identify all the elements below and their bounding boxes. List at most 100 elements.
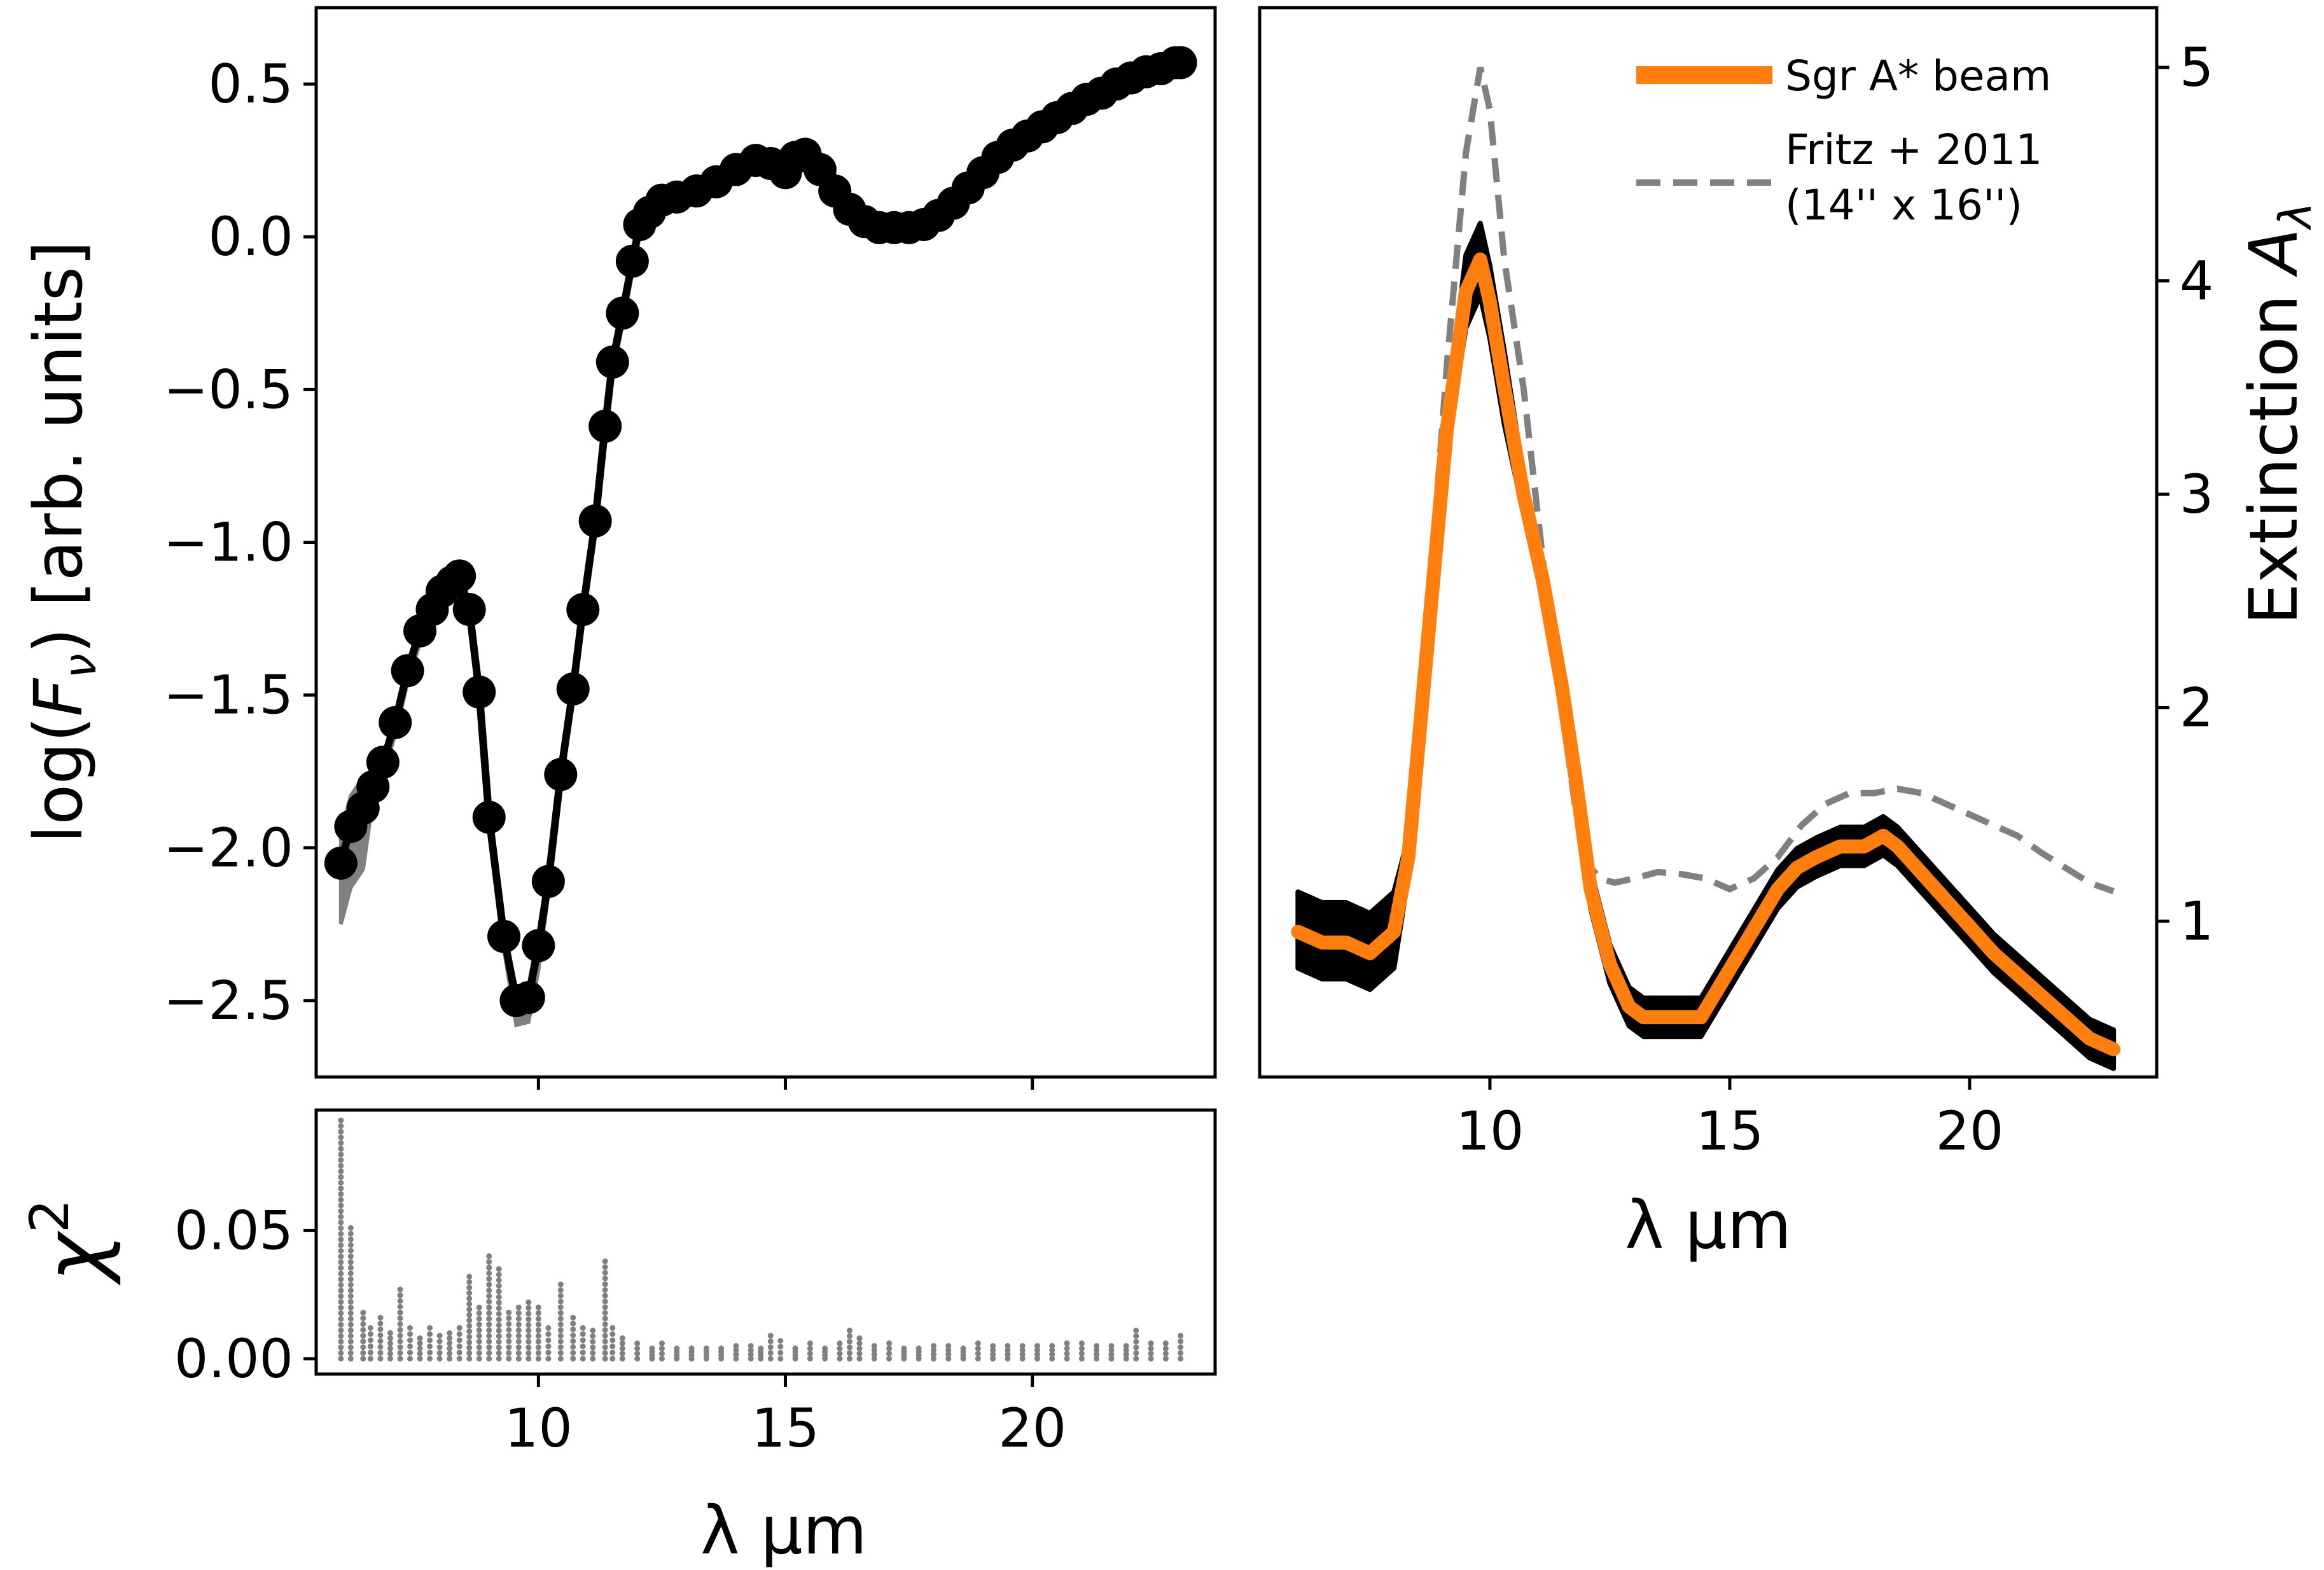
chi2-point <box>777 1338 784 1344</box>
chi2-point <box>1094 1351 1100 1358</box>
chi2-point <box>466 1317 473 1324</box>
flux-plot-area <box>324 46 1197 1028</box>
chi2-point <box>347 1338 354 1345</box>
chi2-point <box>486 1356 492 1362</box>
chi2-point <box>466 1328 473 1335</box>
chi2-point <box>447 1356 453 1362</box>
chi2-point <box>466 1345 473 1351</box>
chi2-point <box>1005 1347 1011 1353</box>
chi2-point <box>837 1351 843 1357</box>
chi2-point <box>486 1265 492 1271</box>
chi2-point <box>506 1309 512 1316</box>
chi2-point <box>1148 1345 1154 1352</box>
chi2-point <box>496 1305 502 1312</box>
chi2-point <box>609 1356 616 1362</box>
chi2-point <box>360 1356 366 1362</box>
chi2-point <box>846 1356 852 1362</box>
chi2-point <box>347 1236 354 1242</box>
flux-y-label-sub: ν <box>54 654 106 679</box>
flux-point <box>443 559 477 593</box>
chi2-point <box>590 1338 596 1345</box>
chi2-point <box>602 1356 608 1362</box>
chi2-point <box>338 1179 344 1186</box>
extinction-x-tick-label: 20 <box>1935 1100 2003 1162</box>
chi2-point <box>1094 1343 1100 1349</box>
chi2-point <box>496 1277 502 1283</box>
chi2-point <box>407 1337 414 1344</box>
chi2-point <box>347 1304 354 1310</box>
chi2-point <box>1123 1351 1129 1358</box>
flux-panel: −2.5 −2.0 −1.5 −1.0 −0.5 0.0 0.5 log(Fν) [arb.… <box>20 6 1217 1090</box>
chi2-point <box>658 1345 665 1352</box>
chi2-point <box>347 1298 354 1305</box>
chi2-point <box>545 1324 552 1331</box>
chi2-point <box>427 1324 433 1331</box>
chi2-point <box>447 1351 453 1357</box>
chi2-point <box>837 1345 843 1352</box>
chi2-point <box>807 1356 813 1362</box>
chi2-x-label: λ µm <box>700 1492 867 1569</box>
chi2-point <box>436 1333 443 1339</box>
flux-point <box>379 705 412 739</box>
chi2-point <box>338 1134 344 1141</box>
chi2-point <box>338 1191 344 1197</box>
flux-point <box>522 929 555 962</box>
chi2-point <box>570 1314 576 1321</box>
chi2-point <box>367 1343 373 1349</box>
chi2-point <box>338 1310 344 1316</box>
extinction-y-label-sub: λ <box>2269 202 2321 231</box>
chi2-point <box>1064 1351 1070 1357</box>
chi2-point <box>506 1338 512 1345</box>
chi2-point <box>535 1333 541 1339</box>
chi2-point <box>338 1265 344 1271</box>
chi2-point <box>397 1338 403 1345</box>
flux-line <box>337 59 1181 1004</box>
chi2-point <box>417 1335 423 1342</box>
extinction-x-label: λ µm <box>1625 1186 1792 1264</box>
chi2-point <box>506 1356 512 1362</box>
chi2-point <box>846 1328 852 1334</box>
chi2-x-tick-label: 10 <box>504 1397 573 1459</box>
chi2-point <box>496 1266 502 1272</box>
chi2-point <box>767 1333 774 1339</box>
chi2-point <box>347 1350 354 1356</box>
chi2-point <box>338 1288 344 1294</box>
chi2-point <box>1005 1351 1011 1358</box>
chi2-point <box>417 1351 423 1357</box>
chi2-point <box>377 1338 384 1344</box>
chi2-point <box>447 1340 453 1347</box>
chi2-point <box>733 1347 739 1353</box>
chi2-point <box>466 1350 473 1356</box>
chi2-point <box>570 1321 576 1327</box>
flux-point <box>595 345 629 379</box>
chi2-point <box>496 1300 502 1306</box>
chi2-point <box>387 1351 393 1357</box>
chi2-point <box>609 1331 616 1337</box>
chi2-point <box>397 1350 403 1356</box>
chi2-point <box>545 1343 552 1349</box>
chi2-point <box>387 1340 393 1347</box>
chi2-point <box>456 1331 463 1337</box>
chi2-point <box>476 1316 482 1322</box>
chi2-point <box>557 1327 564 1333</box>
chi2-point <box>338 1338 344 1345</box>
chi2-point <box>387 1335 393 1342</box>
chi2-point <box>496 1350 502 1356</box>
chi2-point <box>338 1225 344 1232</box>
chi2-point <box>525 1344 532 1351</box>
chi2-point <box>397 1309 403 1316</box>
chi2-point <box>602 1350 608 1356</box>
chi2-point <box>688 1345 695 1352</box>
chi2-point <box>1162 1340 1169 1347</box>
chi2-point <box>506 1333 512 1339</box>
chi2-point <box>506 1326 512 1333</box>
chi2-point <box>733 1356 739 1362</box>
chi2-point <box>407 1324 414 1331</box>
chi2-point <box>496 1356 502 1362</box>
chi2-point <box>476 1350 482 1356</box>
chi2-point <box>990 1351 996 1358</box>
chi2-point <box>338 1333 344 1339</box>
chi2-point <box>733 1351 739 1358</box>
chi2-point <box>634 1340 641 1347</box>
chi2-point <box>557 1293 564 1299</box>
